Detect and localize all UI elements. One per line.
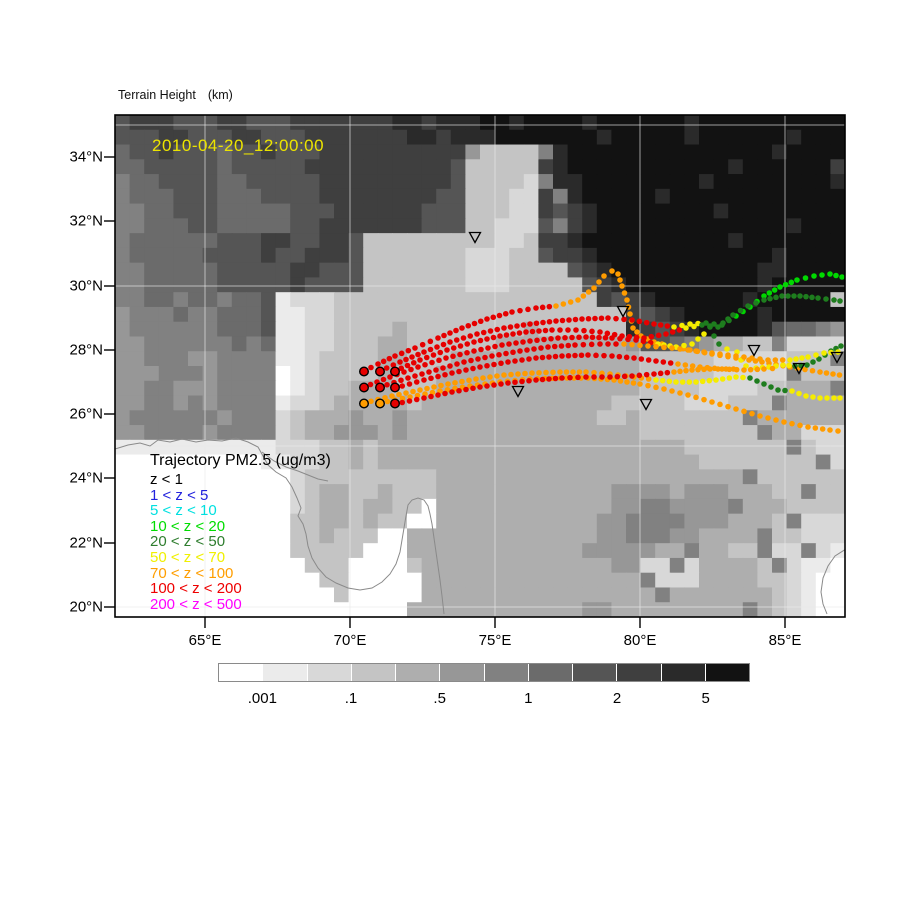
- lat-tick-label: 24°N: [69, 469, 103, 487]
- colorbar-cell: [396, 664, 441, 681]
- colorbar-tick-label: .001: [247, 690, 277, 707]
- colorbar-tick-label: 1: [524, 690, 533, 707]
- colorbar-cell: [440, 664, 485, 681]
- legend-entry: 1 < z < 5: [150, 486, 209, 504]
- colorbar-cell: [528, 664, 573, 681]
- colorbar-tick-label: .5: [433, 690, 446, 707]
- colorbar-cell: [263, 664, 308, 681]
- terrain-colorbar: [218, 663, 750, 682]
- lon-tick-label: 70°E: [333, 632, 367, 649]
- lat-tick-label: 32°N: [69, 212, 103, 230]
- legend-entry: 100 < z < 200: [150, 580, 242, 598]
- lon-tick-label: 80°E: [623, 632, 657, 649]
- plot-title: Terrain Height (km): [118, 88, 233, 102]
- legend-entry: 70 < z < 100: [150, 564, 234, 582]
- lat-tick-label: 20°N: [69, 598, 103, 616]
- legend-entry: 20 < z < 50: [150, 533, 226, 551]
- lat-tick-label: 22°N: [69, 534, 103, 552]
- lon-tick-label: 75°E: [478, 632, 512, 649]
- legend-entry: 200 < z < 500: [150, 595, 242, 613]
- timestamp-label: 2010-04-20_12:00:00: [152, 136, 325, 155]
- colorbar-tick-label: 5: [701, 690, 710, 707]
- colorbar-cell: [351, 664, 396, 681]
- legend-entry: z < 1: [150, 471, 183, 488]
- colorbar-cell: [307, 664, 352, 681]
- legend-entry: 50 < z < 70: [150, 548, 226, 566]
- lat-tick-label: 28°N: [69, 341, 103, 359]
- colorbar-tick-label: 2: [612, 690, 622, 707]
- colorbar-cell: [705, 664, 749, 681]
- colorbar-cell: [661, 664, 706, 681]
- colorbar-tick-label: .1: [344, 690, 358, 707]
- plot-title-unit: (km): [207, 88, 233, 102]
- lat-tick-label: 34°N: [69, 148, 103, 166]
- colorbar-cell: [219, 664, 264, 681]
- lat-tick-label: 26°N: [69, 405, 103, 423]
- legend-title: Trajectory PM2.5 (ug/m3): [150, 452, 331, 469]
- plot-title-text: Terrain Height: [118, 88, 196, 102]
- lon-tick-label: 85°E: [768, 632, 802, 649]
- colorbar-cell: [617, 664, 662, 681]
- legend-entry: 10 < z < 20: [150, 517, 226, 535]
- legend-entry: 5 < z < 10: [150, 502, 217, 520]
- colorbar-cell: [484, 664, 529, 681]
- lon-tick-label: 65°E: [188, 632, 222, 649]
- lat-tick-label: 30°N: [69, 277, 103, 295]
- colorbar-cell: [573, 664, 618, 681]
